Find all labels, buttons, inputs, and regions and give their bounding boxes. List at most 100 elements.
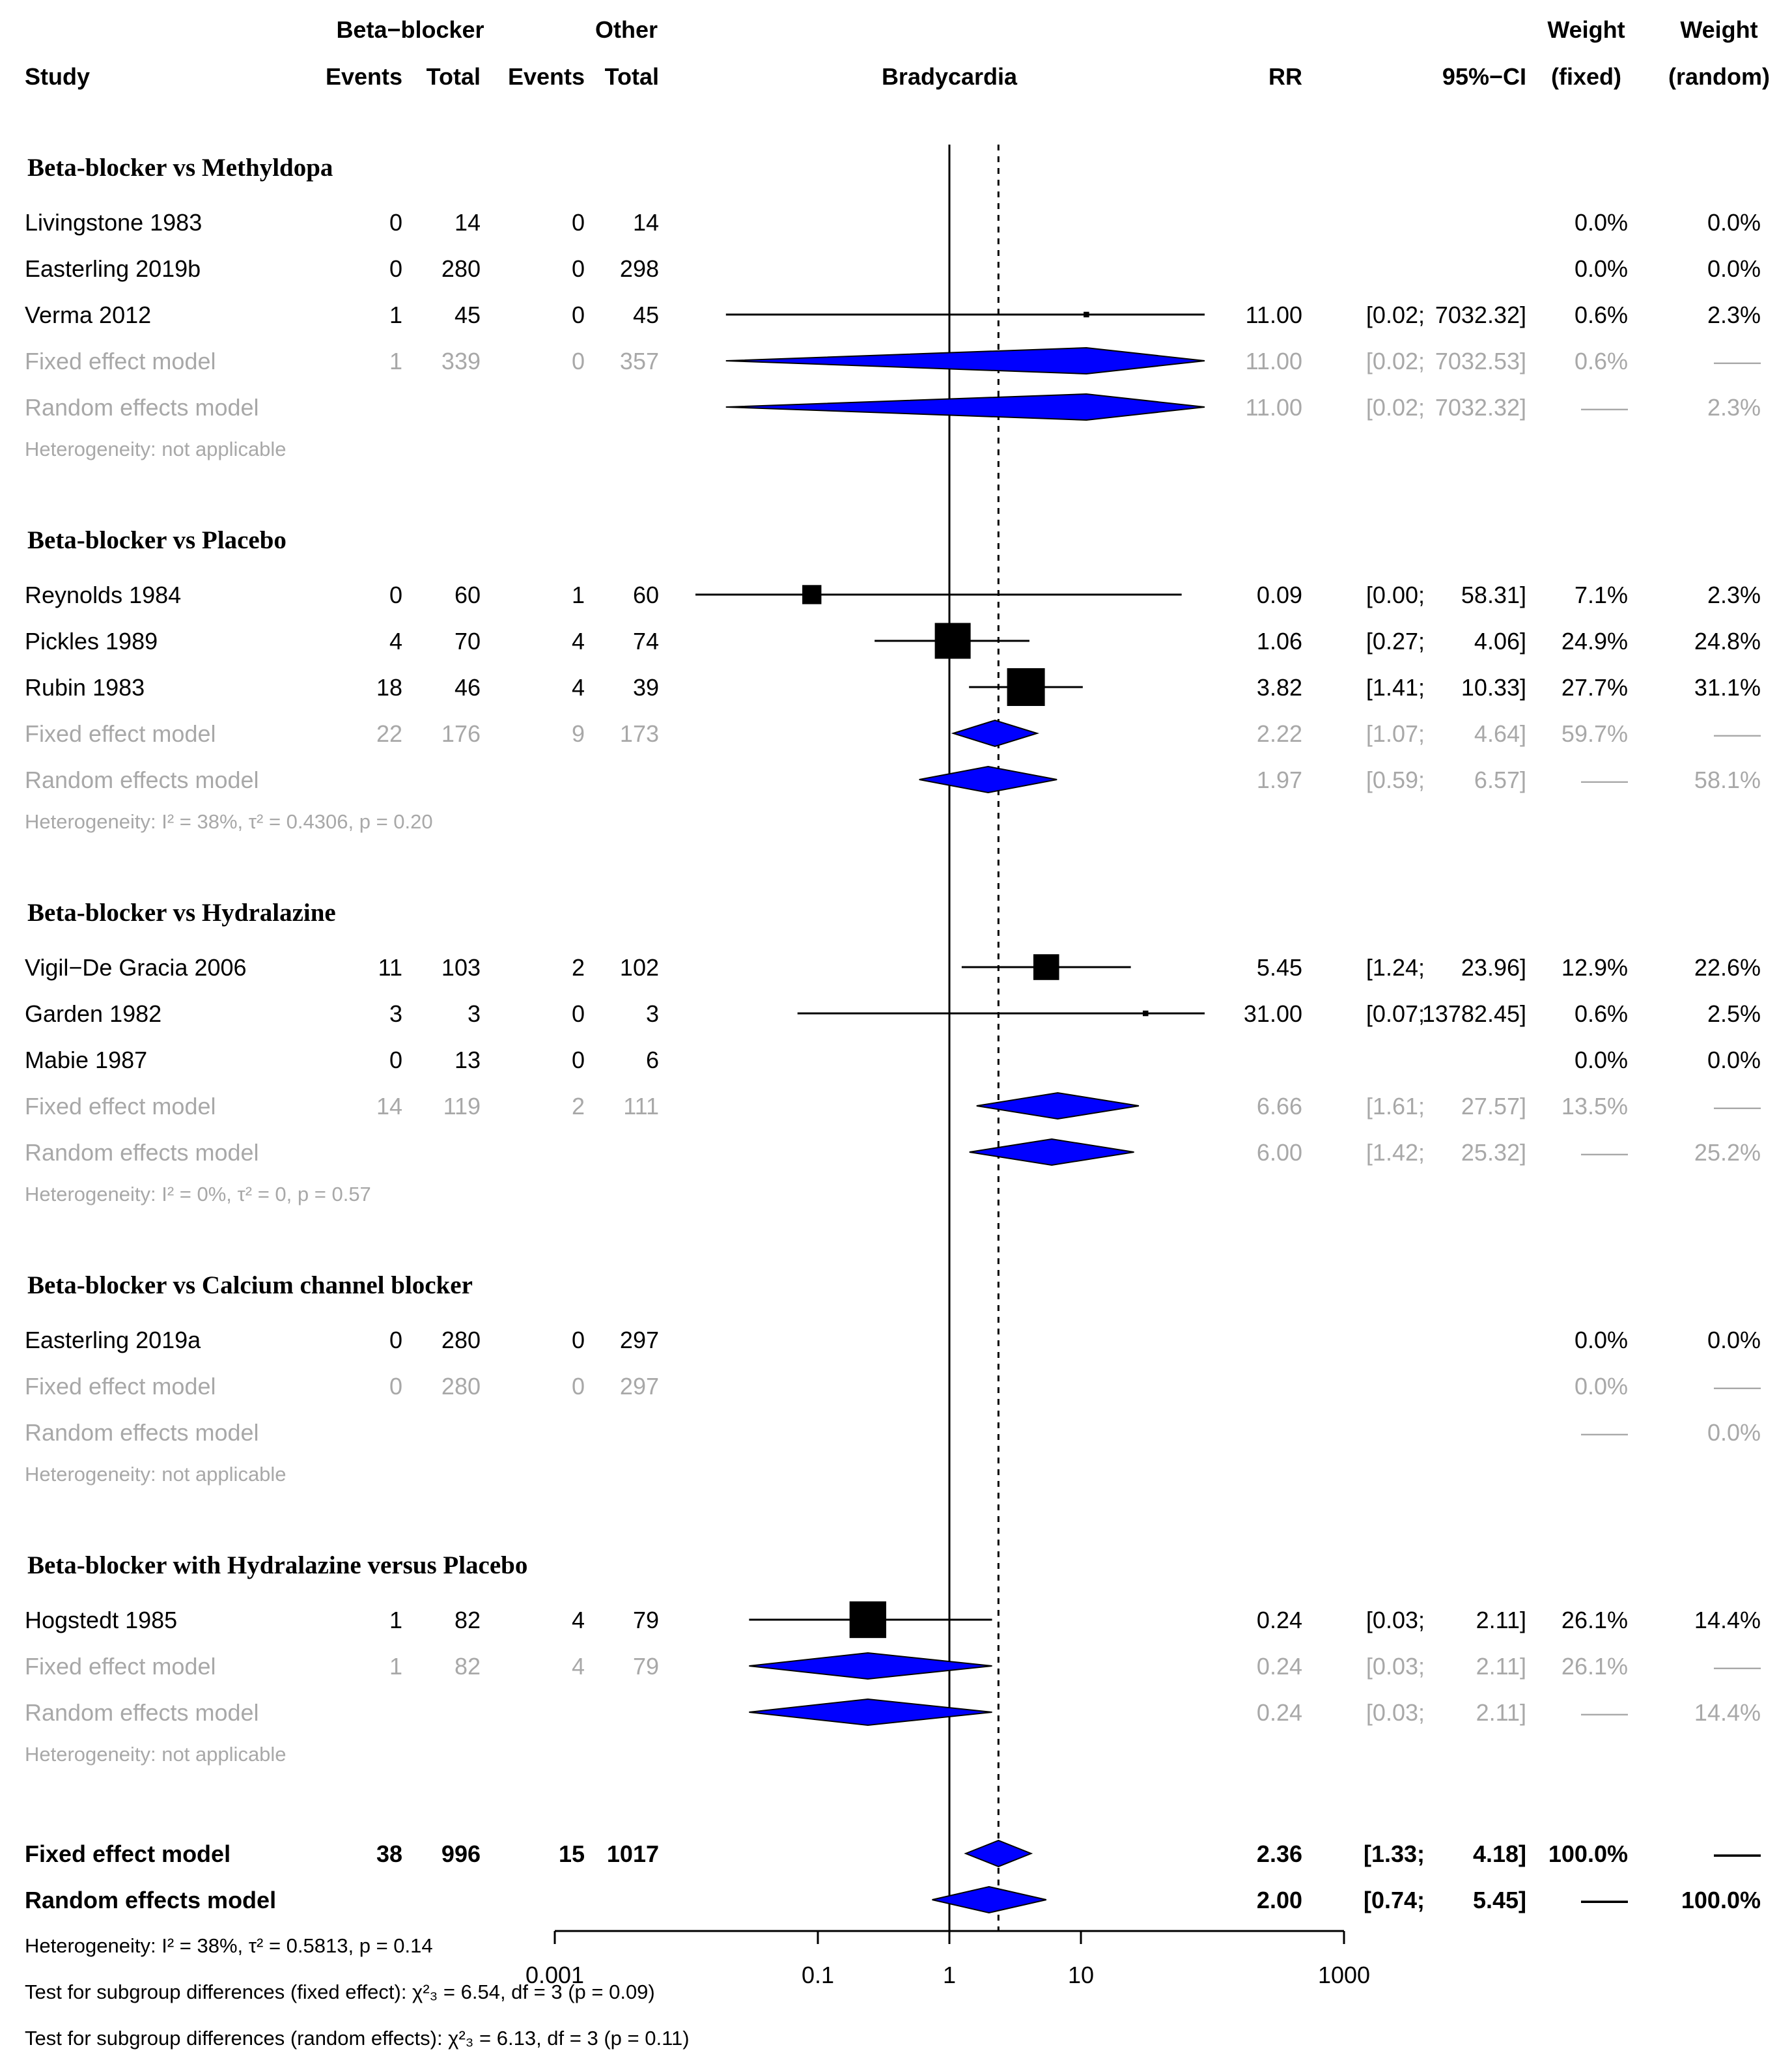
ci-upper: 2.11] <box>1476 1653 1526 1680</box>
weight-fixed: —— <box>1581 767 1628 793</box>
total-2: 74 <box>633 628 659 655</box>
events-1: 18 <box>376 674 402 701</box>
events-2: 0 <box>572 348 585 374</box>
random-effects-label: Random effects model <box>25 767 259 793</box>
weight-fixed: 7.1% <box>1575 582 1628 608</box>
weight-random: 0.0% <box>1707 1047 1761 1073</box>
ci-lower: [0.03; <box>1366 1607 1425 1633</box>
weight-fixed: 0.0% <box>1575 209 1628 236</box>
weight-fixed: 0.0% <box>1575 255 1628 282</box>
weight-random: —— <box>1714 1093 1761 1120</box>
study-point-estimate <box>1007 668 1045 706</box>
events-1: 38 <box>376 1840 402 1867</box>
rr-value: 0.24 <box>1257 1607 1302 1633</box>
events-2: 0 <box>572 209 585 236</box>
subgroup-title: Beta-blocker with Hydralazine versus Pla… <box>27 1551 527 1579</box>
weight-random: —— <box>1714 720 1761 747</box>
weight-fixed: 59.7% <box>1561 720 1628 747</box>
weight-fixed: —— <box>1581 1699 1628 1726</box>
ci-lower: [1.41; <box>1366 674 1425 701</box>
total-2: 39 <box>633 674 659 701</box>
study-point-estimate <box>849 1601 886 1639</box>
study-point-estimate <box>1142 1010 1149 1017</box>
weight-random: 2.3% <box>1707 582 1761 608</box>
weight-random: 0.0% <box>1707 1419 1761 1446</box>
rr-value: 6.66 <box>1257 1093 1302 1120</box>
ci-upper: 6.57] <box>1474 767 1526 793</box>
weight-fixed: 0.0% <box>1575 1047 1628 1073</box>
events-2: 0 <box>572 1373 585 1400</box>
weight-random: 14.4% <box>1694 1607 1761 1633</box>
fixed-effect-label: Fixed effect model <box>25 1373 216 1400</box>
events-1: 14 <box>376 1093 402 1120</box>
subgroup-title: Beta-blocker vs Calcium channel blocker <box>27 1271 473 1299</box>
events-2: 0 <box>572 1047 585 1073</box>
weight-random: 31.1% <box>1694 674 1761 701</box>
study-name: Livingstone 1983 <box>25 209 202 236</box>
events-1: 1 <box>389 1607 402 1633</box>
rr-value: 31.00 <box>1244 1000 1302 1027</box>
header-outcome: Bradycardia <box>882 63 1018 90</box>
events-2: 4 <box>572 1653 585 1680</box>
overall-fixed-diamond <box>964 1839 1033 1868</box>
total-1: 280 <box>441 1327 481 1353</box>
ci-upper: 7032.32] <box>1435 394 1526 421</box>
rr-value: 1.97 <box>1257 767 1302 793</box>
fixed-effect-diamond <box>725 346 1205 375</box>
rr-value: 1.06 <box>1257 628 1302 655</box>
total-1: 45 <box>455 302 481 328</box>
events-1: 0 <box>389 1373 402 1400</box>
weight-random: 25.2% <box>1694 1139 1761 1166</box>
weight-random: 2.3% <box>1707 302 1761 328</box>
ci-upper: 5.45] <box>1473 1887 1526 1913</box>
total-1: 176 <box>441 720 481 747</box>
total-1: 996 <box>441 1840 481 1867</box>
total-1: 280 <box>441 1373 481 1400</box>
weight-random: —— <box>1714 1373 1761 1400</box>
weight-random: 0.0% <box>1707 255 1761 282</box>
ci-upper: 58.31] <box>1461 582 1526 608</box>
heterogeneity-text: Heterogeneity: not applicable <box>25 1743 287 1766</box>
weight-fixed: 26.1% <box>1561 1607 1628 1633</box>
rr-value: 2.36 <box>1257 1840 1302 1867</box>
header-total1: Total <box>427 63 481 90</box>
weight-random: 0.0% <box>1707 1327 1761 1353</box>
total-2: 298 <box>620 255 659 282</box>
heterogeneity-text: Heterogeneity: not applicable <box>25 1463 287 1486</box>
header-total2: Total <box>605 63 659 90</box>
plot-rows: Beta-blocker vs Methyldopa Livingstone 19… <box>25 154 1761 2050</box>
weight-random: 14.4% <box>1694 1699 1761 1726</box>
fixed-effect-label: Fixed effect model <box>25 1093 216 1120</box>
overall-random-diamond <box>932 1885 1046 1914</box>
events-1: 22 <box>376 720 402 747</box>
total-2: 14 <box>633 209 659 236</box>
events-1: 1 <box>389 1653 402 1680</box>
rr-value: 11.00 <box>1246 348 1302 374</box>
weight-fixed: 26.1% <box>1561 1653 1628 1680</box>
weight-fixed: —— <box>1581 1887 1628 1913</box>
events-2: 0 <box>572 1000 585 1027</box>
x-axis: 0.001 0.1 1 10 1000 <box>525 1930 1370 1988</box>
weight-random: 0.0% <box>1707 209 1761 236</box>
ci-upper: 13782.45] <box>1422 1000 1526 1027</box>
total-2: 79 <box>633 1607 659 1633</box>
random-effects-diamond <box>969 1138 1134 1166</box>
study-name: Easterling 2019b <box>25 255 201 282</box>
ci-upper: 25.32] <box>1461 1139 1526 1166</box>
weight-random: 100.0% <box>1681 1887 1761 1913</box>
total-2: 297 <box>620 1373 659 1400</box>
study-name: Garden 1982 <box>25 1000 161 1027</box>
x-axis-tick-label: 0.001 <box>525 1962 584 1988</box>
heterogeneity-text: Heterogeneity: I² = 38%, τ² = 0.4306, p … <box>25 810 433 833</box>
total-2: 1017 <box>607 1840 659 1867</box>
weight-fixed: 0.6% <box>1575 302 1628 328</box>
weight-fixed: 24.9% <box>1561 628 1628 655</box>
weight-random: —— <box>1714 348 1761 374</box>
ci-lower: [0.00; <box>1366 582 1425 608</box>
fixed-effect-diamond <box>976 1092 1140 1120</box>
heterogeneity-text: Heterogeneity: not applicable <box>25 438 287 460</box>
study-name: Pickles 1989 <box>25 628 158 655</box>
events-2: 15 <box>559 1840 585 1867</box>
total-1: 103 <box>441 954 481 981</box>
